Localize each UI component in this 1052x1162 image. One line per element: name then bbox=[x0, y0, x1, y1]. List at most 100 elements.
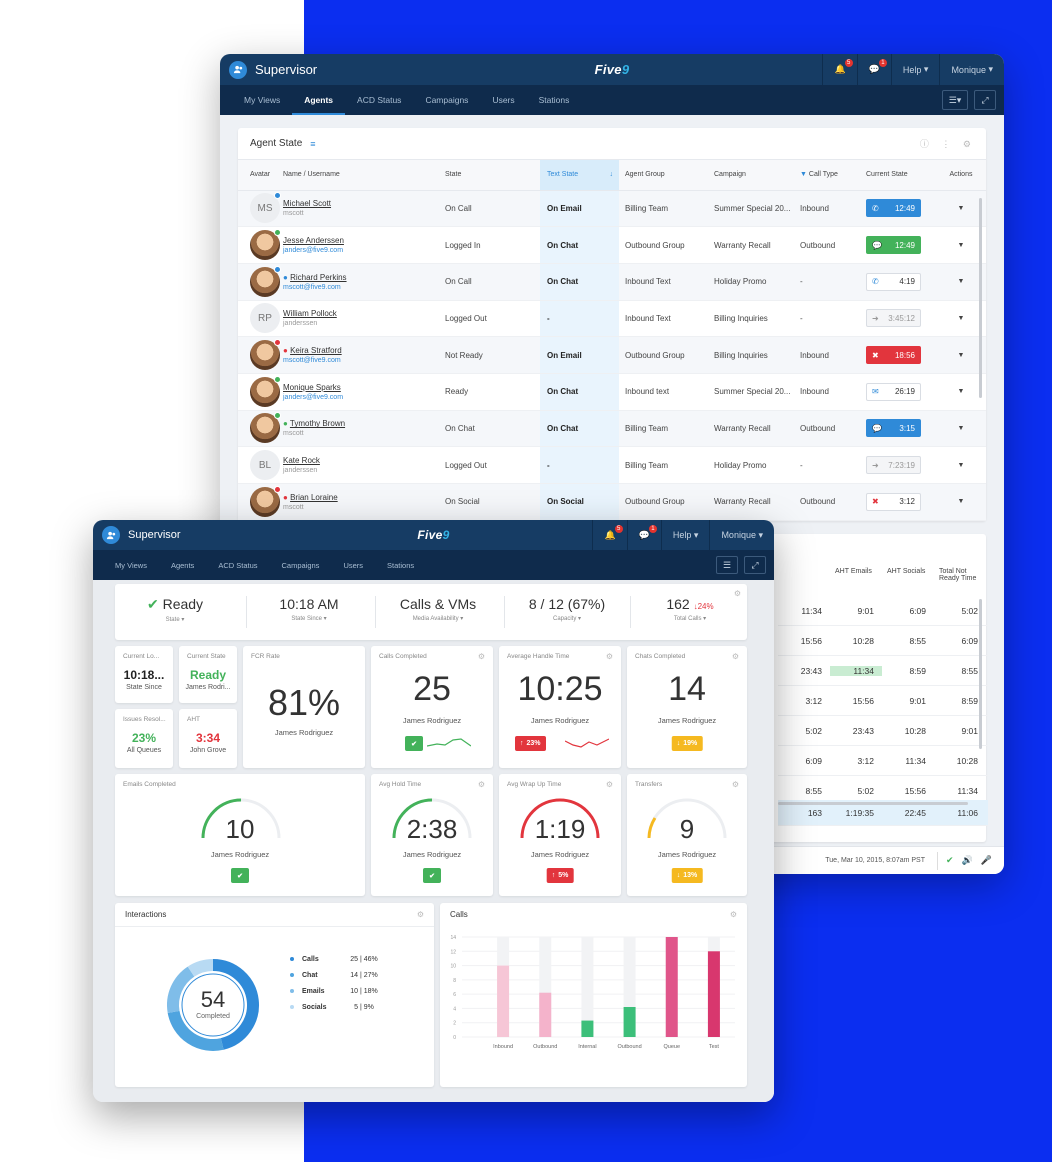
tab-users[interactable]: Users bbox=[343, 560, 364, 570]
current-state-badge[interactable]: ➜ 3:45:12 bbox=[866, 309, 921, 328]
agent-row[interactable]: RP William Pollock janderssen Logged Out … bbox=[238, 300, 986, 338]
row-actions-dropdown[interactable]: ▼ bbox=[936, 483, 986, 521]
agent-name-link[interactable]: Tymothy Brown bbox=[289, 419, 346, 429]
agent-name-link[interactable]: Richard Perkins bbox=[290, 272, 347, 282]
filter-icon[interactable]: ≡ bbox=[310, 138, 316, 149]
gear-icon[interactable]: ⚙ bbox=[733, 589, 741, 598]
notifications-button[interactable]: 🔔 5 bbox=[822, 54, 856, 85]
stats-row[interactable]: 11:34 9:01 6:09 5:02 bbox=[778, 596, 988, 626]
notifications-button[interactable]: 🔔 5 bbox=[592, 520, 626, 550]
stats-row[interactable]: 3:12 15:56 9:01 8:59 bbox=[778, 686, 988, 716]
current-login-card[interactable]: Current Lo... 10:18... State Since bbox=[115, 646, 173, 703]
average-handle-time-card[interactable]: Average Handle Time ⚙ 10:25 James Rodrigu… bbox=[499, 646, 621, 768]
bar-outbound[interactable] bbox=[623, 1007, 636, 1037]
current-state-badge[interactable]: ✆ 4:19 bbox=[866, 272, 921, 291]
agent-name-link[interactable]: William Pollock bbox=[283, 309, 337, 319]
agent-row[interactable]: ● Richard Perkins mscott@five9.com On Cal… bbox=[238, 263, 986, 301]
tab-stations[interactable]: Stations bbox=[538, 95, 570, 105]
tab-campaigns[interactable]: Campaigns bbox=[281, 560, 320, 570]
avg-hold-time-card[interactable]: Avg Hold Time ⚙ 2:38 James Rodriguez ✔ bbox=[371, 774, 493, 896]
stats-row[interactable]: 15:56 10:28 8:55 6:09 bbox=[778, 626, 988, 656]
tab-my-views[interactable]: My Views bbox=[244, 95, 281, 105]
filter-settings-button[interactable]: ☰ bbox=[716, 556, 738, 574]
total-calls-item[interactable]: 162 ↓24% Total Calls ▾ bbox=[666, 596, 714, 622]
agent-row[interactable]: Jesse Anderssen janders@five9.com Logged … bbox=[238, 226, 986, 264]
fcr-rate-card[interactable]: FCR Rate 81% James Rodriguez bbox=[243, 646, 365, 768]
status-ok-icon[interactable]: ✔ bbox=[946, 855, 954, 865]
tab-users[interactable]: Users bbox=[492, 95, 515, 105]
agent-row[interactable]: ● Tymothy Brown mscott On Chat On Chat Bi… bbox=[238, 410, 986, 448]
bar-queue[interactable] bbox=[665, 937, 678, 1037]
help-menu[interactable]: Help ▾ bbox=[660, 520, 710, 550]
aht-mini-card[interactable]: AHT 3:34 John Grove bbox=[179, 709, 237, 768]
agent-row[interactable]: ● Brian Loraine mscott On Social On Socia… bbox=[238, 483, 986, 521]
emails-completed-card[interactable]: Emails Completed 10 James Rodriguez ✔ bbox=[115, 774, 365, 896]
legend-item[interactable]: Calls 25 | 46% bbox=[290, 951, 378, 967]
tab-campaigns[interactable]: Campaigns bbox=[425, 95, 469, 105]
row-actions-dropdown[interactable]: ▼ bbox=[936, 336, 986, 374]
row-actions-dropdown[interactable]: ▼ bbox=[936, 446, 986, 484]
chat-button[interactable]: 💬 1 bbox=[626, 520, 661, 550]
table-scrollbar[interactable] bbox=[979, 198, 982, 398]
panel-tools[interactable]: ⓘ ⋮ ⚙ bbox=[919, 139, 976, 149]
expand-icon[interactable]: ⤢ bbox=[744, 556, 766, 574]
legend-item[interactable]: Emails 10 | 18% bbox=[290, 983, 378, 999]
stats-hscrollbar[interactable] bbox=[778, 802, 968, 805]
current-state-badge[interactable]: ✆ 12:49 bbox=[866, 199, 921, 218]
agent-name-link[interactable]: Kate Rock bbox=[283, 456, 320, 466]
stats-row[interactable]: 23:43 11:34 8:59 8:55 bbox=[778, 656, 988, 686]
row-actions-dropdown[interactable]: ▼ bbox=[936, 300, 986, 338]
stats-row[interactable]: 5:02 23:43 10:28 9:01 bbox=[778, 716, 988, 746]
row-actions-dropdown[interactable]: ▼ bbox=[936, 190, 986, 228]
current-state-badge[interactable]: 💬 12:49 bbox=[866, 236, 921, 255]
tab-acd-status[interactable]: ACD Status bbox=[218, 560, 258, 570]
tab-agents[interactable]: Agents bbox=[292, 85, 345, 115]
state-item[interactable]: ✔ Ready State ▾ bbox=[146, 596, 204, 623]
avg-wrap-up-time-card[interactable]: Avg Wrap Up Time ⚙ 1:19 James Rodriguez ↑… bbox=[499, 774, 621, 896]
agent-row[interactable]: ● Keira Stratford mscott@five9.com Not Re… bbox=[238, 336, 986, 374]
row-actions-dropdown[interactable]: ▼ bbox=[936, 410, 986, 448]
current-state-badge[interactable]: ✉ 26:19 bbox=[866, 382, 921, 401]
row-actions-dropdown[interactable]: ▼ bbox=[936, 226, 986, 264]
legend-item[interactable]: Chat 14 | 27% bbox=[290, 967, 378, 983]
bar-internal[interactable] bbox=[581, 1020, 594, 1037]
bar-inbound[interactable] bbox=[497, 965, 510, 1037]
issues-resolved-card[interactable]: Issues Resol... 23% All Queues bbox=[115, 709, 173, 768]
agent-name-link[interactable]: Jesse Anderssen bbox=[283, 236, 344, 246]
user-menu[interactable]: Monique ▾ bbox=[939, 54, 1004, 85]
agent-row[interactable]: Monique Sparks janders@five9.com Ready On… bbox=[238, 373, 986, 411]
agent-name-link[interactable]: Michael Scott bbox=[283, 199, 332, 209]
gear-icon[interactable]: ⚙ bbox=[416, 910, 424, 919]
agent-name-link[interactable]: Brian Loraine bbox=[290, 492, 338, 502]
interactions-card[interactable]: Interactions ⚙ 54 Completed Calls 25 | 46%… bbox=[115, 903, 434, 1087]
bar-test[interactable] bbox=[707, 951, 720, 1037]
chat-button[interactable]: 💬 1 bbox=[856, 54, 891, 85]
bar-outbound[interactable] bbox=[539, 992, 552, 1037]
tab-acd-status[interactable]: ACD Status bbox=[357, 95, 402, 105]
transfers-card[interactable]: Transfers ⚙ 9 James Rodriguez ↓ 13% bbox=[627, 774, 747, 896]
help-menu[interactable]: Help ▾ bbox=[890, 54, 940, 85]
volume-icon[interactable]: 🔊 bbox=[961, 855, 973, 865]
agent-name-link[interactable]: Keira Stratford bbox=[290, 346, 342, 356]
current-state-badge[interactable]: ✖ 18:56 bbox=[866, 346, 921, 365]
chats-completed-card[interactable]: Chats Completed ⚙ 14 James Rodriguez ↓ 19% bbox=[627, 646, 747, 768]
stats-row[interactable]: 6:09 3:12 11:34 10:28 bbox=[778, 746, 988, 776]
tab-stations[interactable]: Stations bbox=[387, 560, 415, 570]
row-actions-dropdown[interactable]: ▼ bbox=[936, 263, 986, 301]
calls-chart-card[interactable]: Calls ⚙ 0 2 4 6 8 10 12 14 Inbound Outbound Interna… bbox=[440, 903, 747, 1087]
calls-completed-card[interactable]: Calls Completed ⚙ 25 James Rodriguez ✔ bbox=[371, 646, 493, 768]
text-state-header[interactable]: Text State ↓ bbox=[540, 160, 619, 191]
agent-row[interactable]: BL Kate Rock janderssen Logged Out - Bill… bbox=[238, 446, 986, 484]
tab-my-views[interactable]: My Views bbox=[115, 560, 147, 570]
state-since-item[interactable]: 10:18 AM State Since ▾ bbox=[279, 596, 339, 622]
current-state-card[interactable]: Current State Ready James Rodri... bbox=[179, 646, 237, 703]
media-availability-item[interactable]: Calls & VMs Media Availability ▾ bbox=[399, 596, 477, 622]
filter-settings-button[interactable]: ☰▾ bbox=[942, 90, 968, 110]
user-menu[interactable]: Monique ▾ bbox=[709, 520, 774, 550]
agent-row[interactable]: MS Michael Scott mscott On Call On Email … bbox=[238, 190, 986, 228]
current-state-badge[interactable]: ➜ 7:23:19 bbox=[866, 456, 921, 475]
row-actions-dropdown[interactable]: ▼ bbox=[936, 373, 986, 411]
tab-agents[interactable]: Agents bbox=[170, 560, 195, 570]
stats-scrollbar[interactable] bbox=[979, 599, 982, 749]
gear-icon[interactable]: ⚙ bbox=[729, 910, 737, 919]
